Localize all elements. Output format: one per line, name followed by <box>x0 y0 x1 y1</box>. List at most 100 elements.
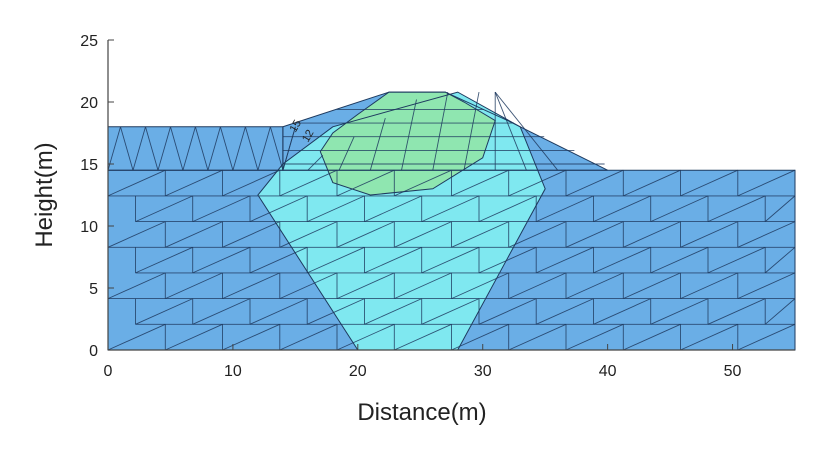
mesh-edge <box>232 126 246 171</box>
x-tick-label: 0 <box>104 363 113 380</box>
x-tick-label: 30 <box>474 363 492 380</box>
mesh-edge <box>132 126 146 171</box>
mesh-edge <box>451 169 509 197</box>
mesh-edge <box>336 323 395 351</box>
mesh-edge <box>107 272 166 300</box>
mesh-edge <box>307 298 365 325</box>
mesh-edge <box>680 169 738 197</box>
mesh-edge <box>593 246 651 274</box>
mesh-edge <box>623 221 681 248</box>
mesh-edge <box>279 169 338 197</box>
mesh-edge <box>764 195 796 222</box>
mesh-edge <box>222 272 280 300</box>
mesh-edge <box>307 195 365 223</box>
mesh-edge <box>394 272 452 300</box>
mesh-edge <box>107 323 166 351</box>
mesh-edge <box>421 246 480 274</box>
mesh-edge <box>737 221 796 248</box>
mesh-edge <box>707 298 766 325</box>
mesh-edge <box>764 298 796 325</box>
region-outline <box>257 91 546 351</box>
labels-layer: Distance(m) Height(m) <box>31 142 487 426</box>
mesh-edge <box>508 272 567 300</box>
mesh-edge <box>107 221 166 248</box>
mesh-edge <box>165 169 223 197</box>
mesh-edge <box>107 126 121 171</box>
region-left-berm <box>108 126 283 171</box>
mesh-edge <box>165 221 223 248</box>
mesh-edge <box>135 195 193 223</box>
mesh-edge <box>207 126 221 171</box>
mesh-edge <box>593 298 651 325</box>
mesh-edge <box>707 246 766 274</box>
annotation-label: 12 <box>300 128 317 145</box>
mesh-edge <box>478 298 537 325</box>
mesh-edge <box>593 195 651 223</box>
mesh-edge <box>336 169 395 197</box>
mesh-edge <box>536 298 594 325</box>
mesh-edge <box>257 126 271 171</box>
mesh-edge <box>565 272 624 300</box>
mesh-edge <box>623 323 681 351</box>
mesh-edge <box>623 169 681 197</box>
mesh-edge <box>737 323 796 351</box>
x-tick-label: 20 <box>349 363 367 380</box>
mesh-edge <box>336 221 395 248</box>
mesh-edge <box>565 169 624 197</box>
mesh-edge <box>170 126 184 171</box>
mesh-edge <box>623 272 681 300</box>
mesh-edge <box>401 99 417 171</box>
mesh-edge <box>463 92 480 171</box>
y-tick-label: 10 <box>80 219 98 236</box>
mesh-edge <box>244 126 259 171</box>
mesh-edge <box>478 195 537 223</box>
annotation-label: 15 <box>288 118 305 135</box>
mesh-edge <box>135 298 193 325</box>
mesh-edge <box>249 195 308 223</box>
mesh-edge <box>680 272 738 300</box>
mesh-edge <box>279 272 338 300</box>
mesh-edge <box>394 221 452 248</box>
mesh-edge <box>421 195 480 223</box>
mesh-edge <box>165 323 223 351</box>
mesh-edge <box>182 126 196 171</box>
mesh-edge <box>219 126 234 171</box>
mesh-edge <box>364 298 422 325</box>
mesh-edge <box>432 92 449 171</box>
mesh-edge <box>336 272 395 300</box>
mesh-edge <box>157 126 171 171</box>
mesh-edge <box>192 246 251 274</box>
mesh-edge <box>249 298 308 325</box>
mesh-edge <box>494 91 527 171</box>
y-axis-label: Height(m) <box>31 142 58 247</box>
mesh-edge <box>192 298 251 325</box>
mesh-edge <box>478 246 537 274</box>
mesh-edge <box>338 136 355 171</box>
mesh-edge <box>421 298 480 325</box>
mesh-edge <box>194 126 209 171</box>
mesh-edge <box>565 221 624 248</box>
mesh-edge <box>764 246 796 274</box>
mesh-edge <box>222 221 280 248</box>
mesh-edge <box>737 272 796 300</box>
y-tick-label: 15 <box>80 157 98 174</box>
x-tick-label: 10 <box>224 363 242 380</box>
mesh-edge <box>536 246 594 274</box>
mesh-edge <box>369 117 386 171</box>
mesh-edge <box>508 169 567 197</box>
mesh-edge <box>494 91 559 171</box>
mesh-edge <box>307 154 324 171</box>
mesh-edge <box>508 221 567 248</box>
mesh-edge <box>107 169 166 197</box>
mesh-edge <box>222 323 280 351</box>
mesh-edge <box>269 126 284 171</box>
mesh-edge <box>707 195 766 223</box>
mesh-edge <box>364 195 422 223</box>
x-tick-label: 50 <box>724 363 742 380</box>
mesh-edge <box>307 246 365 274</box>
mesh-edge <box>565 323 624 351</box>
mesh-edge <box>120 126 134 171</box>
y-tick-label: 0 <box>89 343 98 360</box>
